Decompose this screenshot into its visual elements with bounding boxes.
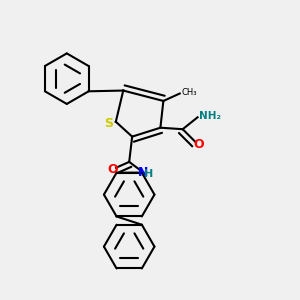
Text: S: S (104, 117, 113, 130)
Text: N: N (138, 166, 148, 179)
Text: CH₃: CH₃ (181, 88, 197, 97)
Text: O: O (193, 138, 204, 152)
Text: H: H (144, 169, 153, 179)
Text: NH₂: NH₂ (199, 110, 221, 121)
Text: O: O (107, 163, 118, 176)
